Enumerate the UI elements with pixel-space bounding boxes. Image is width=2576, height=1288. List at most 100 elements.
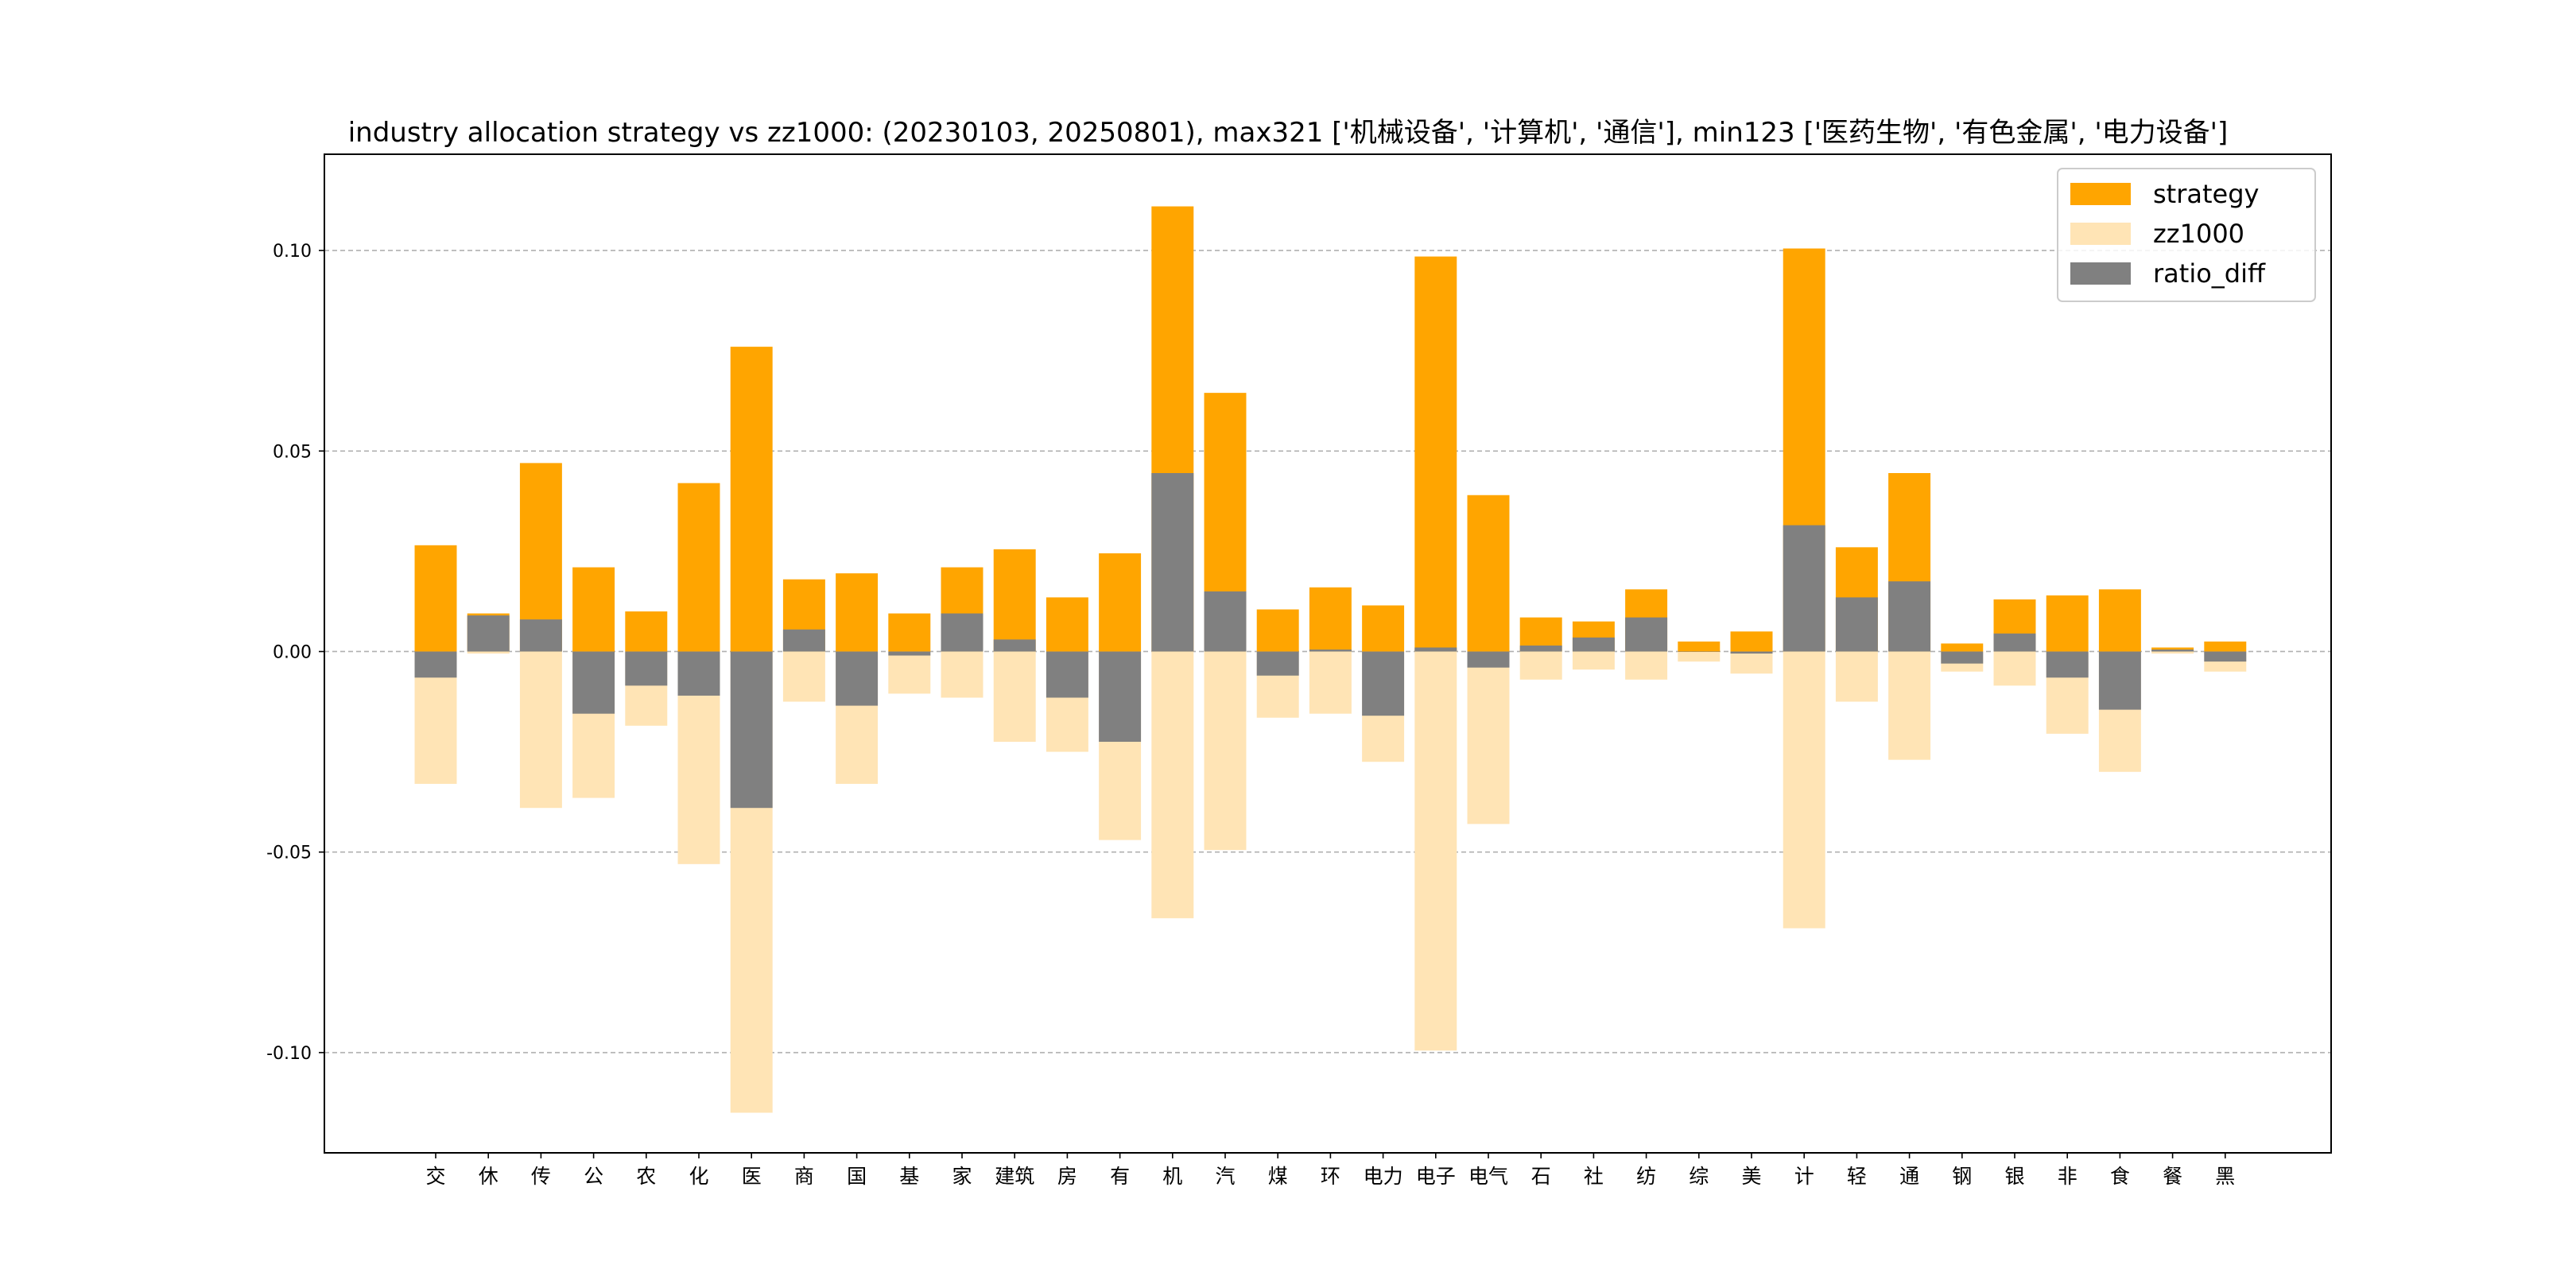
x-tick-label: 食 xyxy=(2110,1165,2130,1188)
bar-strategy xyxy=(993,549,1036,652)
chart-title: industry allocation strategy vs zz1000: … xyxy=(348,117,2229,149)
x-tick-label: 汽 xyxy=(1215,1165,1235,1188)
bar-zz1000 xyxy=(1625,651,1668,680)
bar-ratio_diff xyxy=(1256,651,1299,676)
x-tick-label: 建筑 xyxy=(995,1165,1034,1188)
bar-zz1000 xyxy=(1204,651,1247,851)
bar-ratio_diff xyxy=(1151,473,1194,652)
x-tick-label: 房 xyxy=(1057,1165,1077,1188)
bar-ratio_diff xyxy=(1678,651,1721,652)
bar-ratio_diff xyxy=(1625,617,1668,652)
bar-ratio_diff xyxy=(1467,651,1510,668)
x-tick-label: 国 xyxy=(847,1165,867,1188)
bar-ratio_diff xyxy=(1888,581,1931,652)
bar-zz1000 xyxy=(1467,651,1510,824)
plot-frame xyxy=(324,153,2332,1154)
bar-ratio_diff xyxy=(782,629,825,652)
bar-ratio_diff xyxy=(730,651,773,809)
x-tick-label: 农 xyxy=(636,1165,656,1188)
bar-strategy xyxy=(572,567,615,652)
x-tick-label: 社 xyxy=(1584,1165,1604,1188)
bar-ratio_diff xyxy=(993,639,1036,652)
x-tick-label: 电力 xyxy=(1364,1165,1403,1188)
bar-zz1000 xyxy=(782,651,825,702)
bar-zz1000 xyxy=(1414,651,1457,1051)
bar-ratio_diff xyxy=(1519,645,1562,652)
x-tick-label: 计 xyxy=(1794,1165,1814,1188)
bar-strategy xyxy=(836,573,879,652)
bar-strategy xyxy=(1256,609,1299,652)
x-tick-label: 煤 xyxy=(1268,1165,1288,1188)
x-tick-label: 公 xyxy=(584,1165,603,1188)
bar-strategy xyxy=(2046,595,2089,652)
bar-strategy xyxy=(2098,589,2141,652)
bar-strategy xyxy=(414,545,457,652)
bar-zz1000 xyxy=(1730,651,1773,674)
legend-swatch-strategy xyxy=(2070,183,2131,205)
bar-ratio_diff xyxy=(414,651,457,678)
bar-ratio_diff xyxy=(467,615,510,652)
bar-strategy xyxy=(677,483,720,652)
x-tick-label: 电子 xyxy=(1416,1165,1456,1188)
legend-label-zz1000: zz1000 xyxy=(2153,219,2244,249)
y-axis: -0.10 -0.05 0.00 0.05 0.10 xyxy=(266,242,324,1064)
bar-zz1000 xyxy=(1151,651,1194,918)
bar-ratio_diff xyxy=(2151,649,2194,652)
bar-strategy xyxy=(1046,597,1088,652)
bar-zz1000 xyxy=(1993,651,2036,686)
x-tick-label: 银 xyxy=(2004,1165,2024,1188)
x-tick-label: 非 xyxy=(2058,1165,2077,1188)
x-tick-label: 纺 xyxy=(1636,1165,1656,1188)
bar-zz1000 xyxy=(1572,651,1615,670)
bar-zz1000 xyxy=(1888,651,1931,760)
bar-strategy xyxy=(2204,641,2247,652)
bar-zz1000 xyxy=(2151,651,2194,654)
bar-ratio_diff xyxy=(572,651,615,714)
bar-strategy xyxy=(1467,495,1510,652)
legend-swatch-ratio_diff xyxy=(2070,262,2131,285)
x-tick-label: 综 xyxy=(1689,1165,1709,1188)
bar-zz1000 xyxy=(519,651,562,809)
bar-strategy xyxy=(1678,641,1721,652)
x-tick-label: 传 xyxy=(531,1165,551,1188)
bar-strategy xyxy=(625,611,668,652)
legend-label-strategy: strategy xyxy=(2153,179,2259,209)
x-tick-label: 石 xyxy=(1531,1165,1551,1188)
bar-ratio_diff xyxy=(1572,637,1615,652)
x-tick-label: 黑 xyxy=(2215,1165,2235,1188)
x-tick-label: 通 xyxy=(1899,1165,1919,1188)
bar-strategy xyxy=(1362,605,1405,652)
y-tick-label: 0.10 xyxy=(273,242,312,262)
bar-strategy xyxy=(1414,256,1457,652)
bar-ratio_diff xyxy=(2204,651,2247,662)
bar-ratio_diff xyxy=(1362,651,1405,716)
bar-zz1000 xyxy=(993,651,1036,742)
x-axis: 交 休 传 公 农 化 医 商 国 基 家建筑房 有 机 汽 煤 环 电力 电子 电气石 社 纺 综 美 计 轻 通 钢 银 非 食 餐 黑 xyxy=(425,1153,2235,1188)
x-tick-label: 交 xyxy=(425,1165,445,1188)
x-tick-label: 餐 xyxy=(2163,1165,2182,1188)
y-tick-label: -0.05 xyxy=(266,844,312,863)
x-tick-label: 休 xyxy=(479,1165,499,1188)
bar-zz1000 xyxy=(1309,651,1352,714)
bar-zz1000 xyxy=(1835,651,1878,702)
bar-ratio_diff xyxy=(836,651,879,706)
x-tick-label: 基 xyxy=(899,1165,919,1188)
bar-ratio_diff xyxy=(1099,651,1142,742)
bar-strategy xyxy=(1730,631,1773,652)
x-tick-label: 机 xyxy=(1162,1165,1182,1188)
bar-zz1000 xyxy=(467,651,510,654)
bar-ratio_diff xyxy=(1730,651,1773,654)
bar-strategy xyxy=(1099,553,1142,652)
x-tick-label: 轻 xyxy=(1847,1165,1867,1188)
legend-label-ratio_diff: ratio_diff xyxy=(2153,258,2266,289)
bar-ratio_diff xyxy=(1204,591,1247,652)
legend-swatch-zz1000 xyxy=(2070,223,2131,245)
bar-strategy xyxy=(888,613,931,652)
bar-ratio_diff xyxy=(888,651,931,656)
bar-ratio_diff xyxy=(677,651,720,696)
x-tick-label: 化 xyxy=(689,1165,708,1188)
bar-strategy xyxy=(730,347,773,652)
bar-ratio_diff xyxy=(1835,597,1878,652)
legend: strategy zz1000 ratio_diff xyxy=(2057,168,2316,302)
